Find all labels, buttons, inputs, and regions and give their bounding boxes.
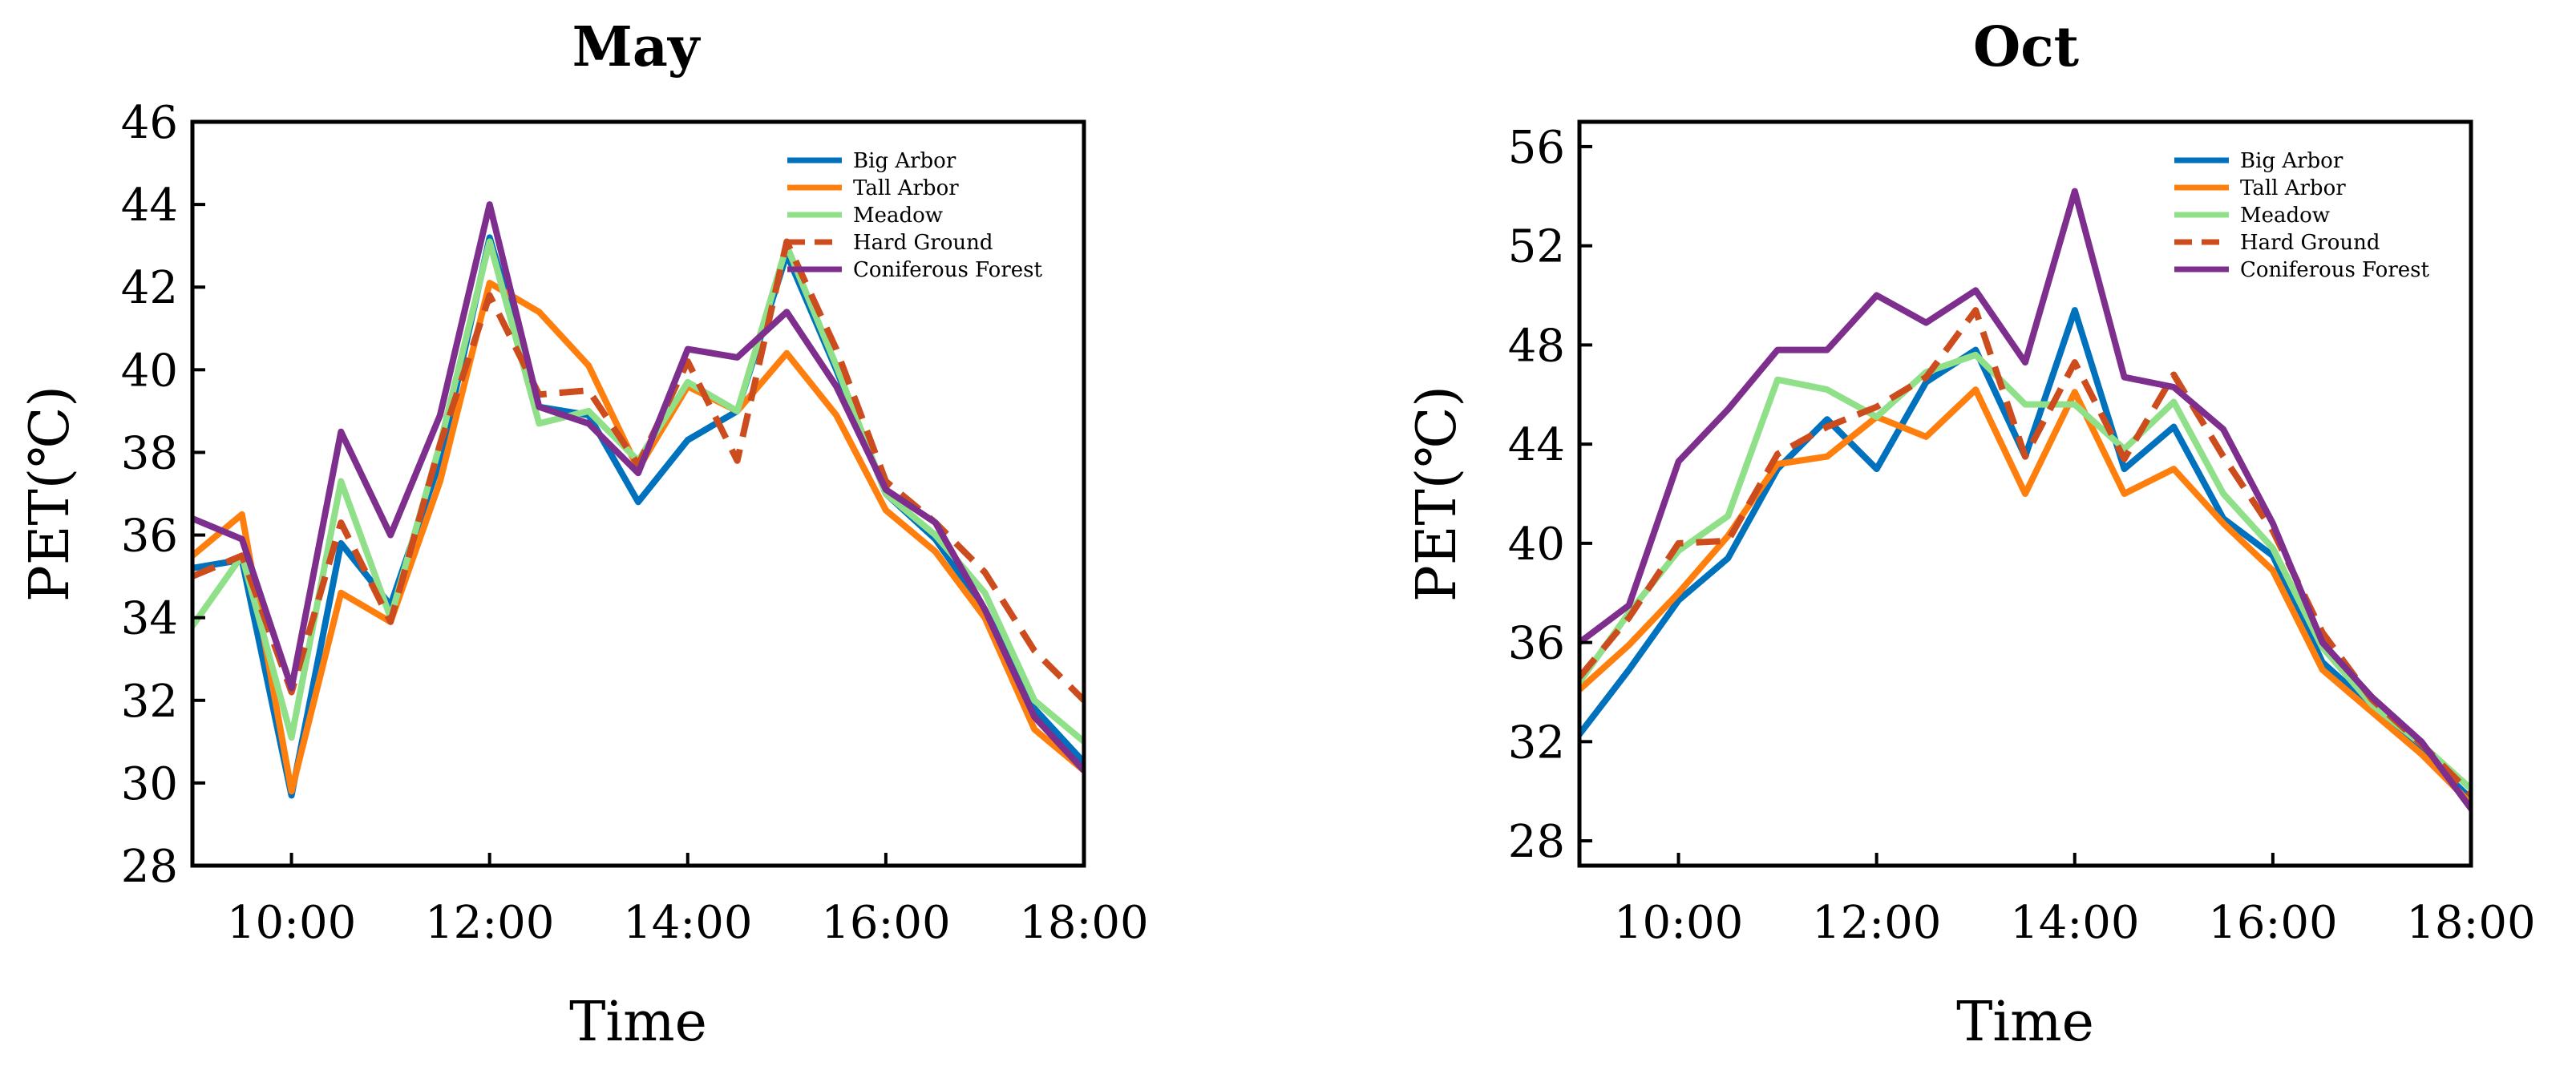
x-axis-label: Time xyxy=(569,991,707,1054)
y-tick-label: 44 xyxy=(1508,419,1565,471)
y-tick-label: 28 xyxy=(1508,816,1565,868)
chart-title: Oct xyxy=(1973,15,2080,79)
series-lines xyxy=(192,201,1084,799)
legend-label: Hard Ground xyxy=(853,231,993,255)
legend: Big Arbor Tall Arbor Meadow Hard Ground Coni… xyxy=(2174,149,2429,282)
chart-panel-oct: Oct 28 32 36 40 44 48 52 56 10:00 12:00 14:00 16:00 1… xyxy=(1405,15,2536,1054)
x-tick-label: 18:00 xyxy=(1019,897,1148,949)
y-tick-label: 44 xyxy=(121,180,178,232)
legend-label: Big Arbor xyxy=(2240,149,2343,173)
y-tick-label: 40 xyxy=(121,345,178,397)
plot-frame xyxy=(1577,119,2473,868)
y-tick-label: 36 xyxy=(1508,618,1565,670)
y-tick-label: 30 xyxy=(121,758,178,810)
series-line-coniferous-forest xyxy=(1579,188,2471,812)
series-line-hard-ground xyxy=(1579,307,2471,797)
legend-label: Coniferous Forest xyxy=(853,258,1042,282)
legend: Big Arbor Tall Arbor Meadow Hard Ground Coni… xyxy=(787,149,1042,282)
series-line-coniferous-forest xyxy=(192,201,1084,774)
x-tick-label: 10:00 xyxy=(227,897,356,949)
x-tick-label: 16:00 xyxy=(821,897,950,949)
legend-label: Meadow xyxy=(853,204,943,228)
legend-label: Big Arbor xyxy=(853,149,956,173)
x-axis-label: Time xyxy=(1956,991,2094,1054)
y-tick-label: 34 xyxy=(121,593,178,645)
y-tick-label: 46 xyxy=(121,97,178,149)
series-line-tall-arbor xyxy=(192,280,1084,795)
x-tick-label: 14:00 xyxy=(2010,897,2139,949)
legend-label: Meadow xyxy=(2240,204,2330,228)
x-tick-label: 12:00 xyxy=(1812,897,1941,949)
y-tick-label: 38 xyxy=(121,427,178,479)
y-tick-label: 32 xyxy=(1508,717,1565,769)
y-tick-label: 56 xyxy=(1508,122,1565,174)
y-tick-label: 36 xyxy=(121,511,178,563)
x-tick-label: 16:00 xyxy=(2208,897,2337,949)
y-tick-label: 40 xyxy=(1508,519,1565,571)
chart-panel-may: May 28 30 32 34 36 38 40 42 44 46 10:00 12:00 14:00 16… xyxy=(18,15,1149,1054)
legend-label: Tall Arbor xyxy=(853,176,959,200)
legend-label: Tall Arbor xyxy=(2240,176,2346,200)
x-tick-label: 12:00 xyxy=(425,897,554,949)
series-lines xyxy=(1579,188,2471,812)
y-tick-label: 48 xyxy=(1508,320,1565,372)
y-tick-label: 52 xyxy=(1508,221,1565,273)
legend-label: Coniferous Forest xyxy=(2240,258,2429,282)
y-axis-label: PET(℃) xyxy=(18,386,82,602)
y-tick-label: 42 xyxy=(121,262,178,314)
legend-label: Hard Ground xyxy=(2240,231,2380,255)
chart-title: May xyxy=(572,15,702,79)
y-tick-label: 28 xyxy=(121,841,178,893)
series-line-meadow xyxy=(1579,351,2471,793)
y-tick-label: 32 xyxy=(121,676,178,728)
series-line-meadow xyxy=(192,238,1084,745)
series-line-tall-arbor xyxy=(1579,386,2471,807)
plot-frame xyxy=(190,119,1086,868)
y-axis-label: PET(℃) xyxy=(1405,386,1469,602)
x-tick-label: 18:00 xyxy=(2406,897,2535,949)
x-tick-label: 14:00 xyxy=(623,897,752,949)
x-tick-label: 10:00 xyxy=(1614,897,1743,949)
